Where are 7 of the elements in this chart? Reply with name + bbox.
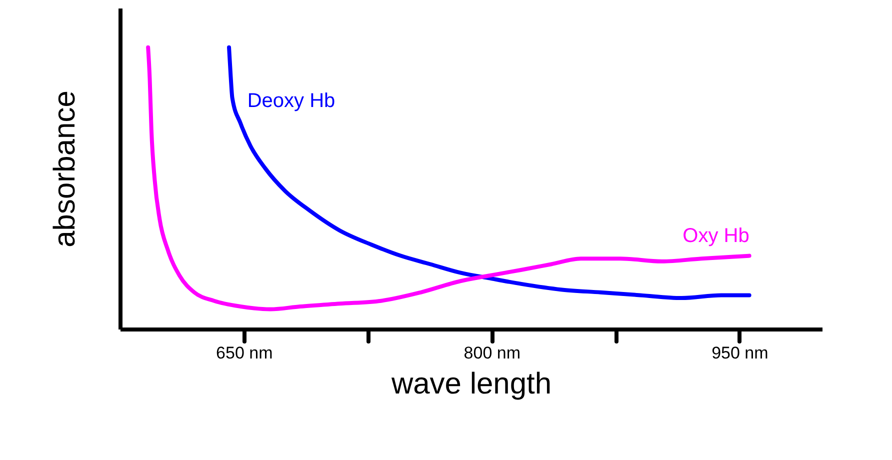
series-label: Oxy Hb bbox=[682, 224, 750, 247]
x-tick-label: 950 nm bbox=[712, 344, 768, 362]
y-axis-title: absorbance bbox=[48, 90, 82, 248]
x-tick-label: 650 nm bbox=[216, 344, 273, 362]
x-axis-title: wave length bbox=[390, 368, 552, 400]
x-tick-label: 800 nm bbox=[464, 344, 520, 362]
series-label: Deoxy Hb bbox=[247, 90, 336, 112]
